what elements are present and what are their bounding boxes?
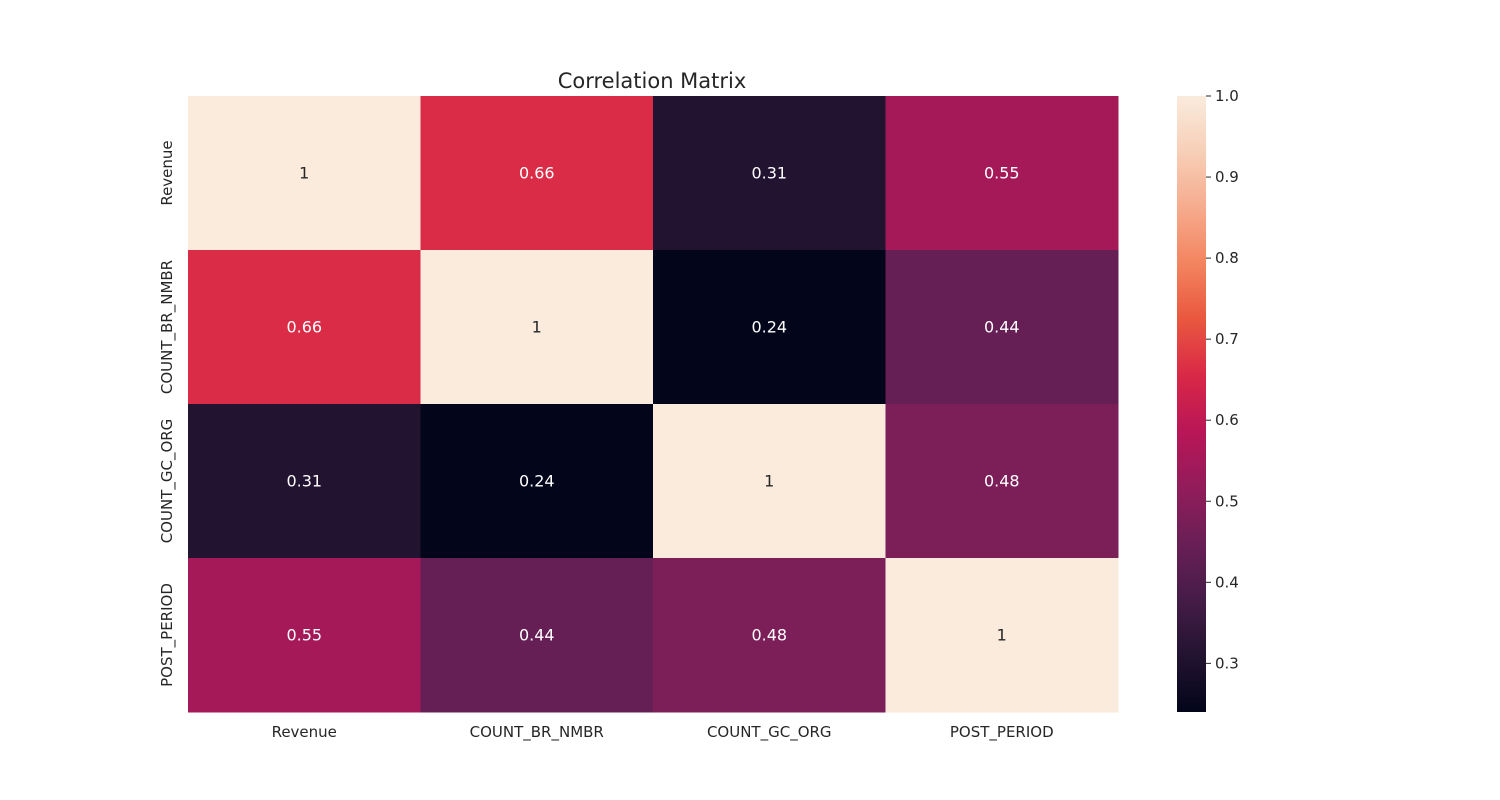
y-tick-label: POST_PERIOD (158, 583, 177, 687)
cell-annotation: 1 (532, 318, 542, 337)
x-axis: Revenue COUNT_BR_NMBR COUNT_GC_ORG POST_PER… (272, 723, 1054, 742)
cell-annotation: 0.66 (519, 164, 555, 183)
cell-annotation: 0.55 (984, 164, 1020, 183)
colorbar-tick-label: 0.7 (1215, 330, 1239, 348)
heatmap-cell (885, 96, 1119, 251)
colorbar-tick-label: 0.3 (1215, 654, 1239, 672)
colorbar-tick-label: 0.9 (1215, 168, 1239, 186)
heatmap-cell (420, 250, 654, 405)
cell-annotation: 0.66 (286, 318, 322, 337)
chart-title: Correlation Matrix (558, 69, 747, 93)
heatmap-cell (420, 404, 654, 559)
heatmap-cell (653, 96, 886, 251)
heatmap-cell (188, 558, 421, 713)
heatmap-cell (653, 558, 886, 713)
cell-annotation: 0.31 (751, 164, 787, 183)
colorbar-tick-label: 0.5 (1215, 492, 1239, 510)
heatmap-cell (188, 96, 421, 251)
cell-annotation: 0.24 (519, 472, 555, 491)
heatmap-cells: 1 0.66 0.31 0.55 0.66 1 0.24 0.44 0.31 0.24 1 0.48 0… (188, 96, 1119, 713)
colorbar-tick-label: 0.4 (1215, 573, 1239, 591)
heatmap-cell (420, 96, 654, 251)
cell-annotation: 1 (997, 626, 1007, 645)
cell-annotation: 0.44 (984, 318, 1020, 337)
colorbar-tick-label: 1.0 (1215, 87, 1239, 105)
colorbar-gradient (1177, 96, 1206, 712)
heatmap-cell (188, 404, 421, 559)
heatmap-cell (420, 558, 654, 713)
heatmap-cell (885, 250, 1119, 405)
heatmap-cell (885, 404, 1119, 559)
heatmap-cell (653, 404, 886, 559)
colorbar: 0.3 0.4 0.5 0.6 0.7 0.8 0.9 1.0 (1177, 87, 1239, 712)
x-tick-label: COUNT_GC_ORG (707, 723, 832, 742)
y-tick-label: Revenue (158, 140, 176, 205)
cell-annotation: 0.24 (751, 318, 787, 337)
y-tick-label: COUNT_BR_NMBR (158, 260, 177, 394)
x-tick-label: POST_PERIOD (950, 723, 1054, 742)
y-axis: Revenue COUNT_BR_NMBR COUNT_GC_ORG POST_PER… (158, 140, 177, 687)
heatmap-cell (188, 250, 421, 405)
y-tick-label: COUNT_GC_ORG (158, 419, 177, 544)
x-tick-label: COUNT_BR_NMBR (470, 723, 604, 742)
cell-annotation: 0.55 (286, 626, 322, 645)
cell-annotation: 0.44 (519, 626, 555, 645)
cell-annotation: 0.48 (751, 626, 787, 645)
cell-annotation: 1 (299, 164, 309, 183)
colorbar-tick-label: 0.6 (1215, 411, 1239, 429)
cell-annotation: 0.31 (286, 472, 322, 491)
colorbar-tick-label: 0.8 (1215, 249, 1239, 267)
cell-annotation: 0.48 (984, 472, 1020, 491)
heatmap-cell (885, 558, 1119, 713)
heatmap-cell (653, 250, 886, 405)
x-tick-label: Revenue (272, 723, 337, 741)
cell-annotation: 1 (764, 472, 774, 491)
